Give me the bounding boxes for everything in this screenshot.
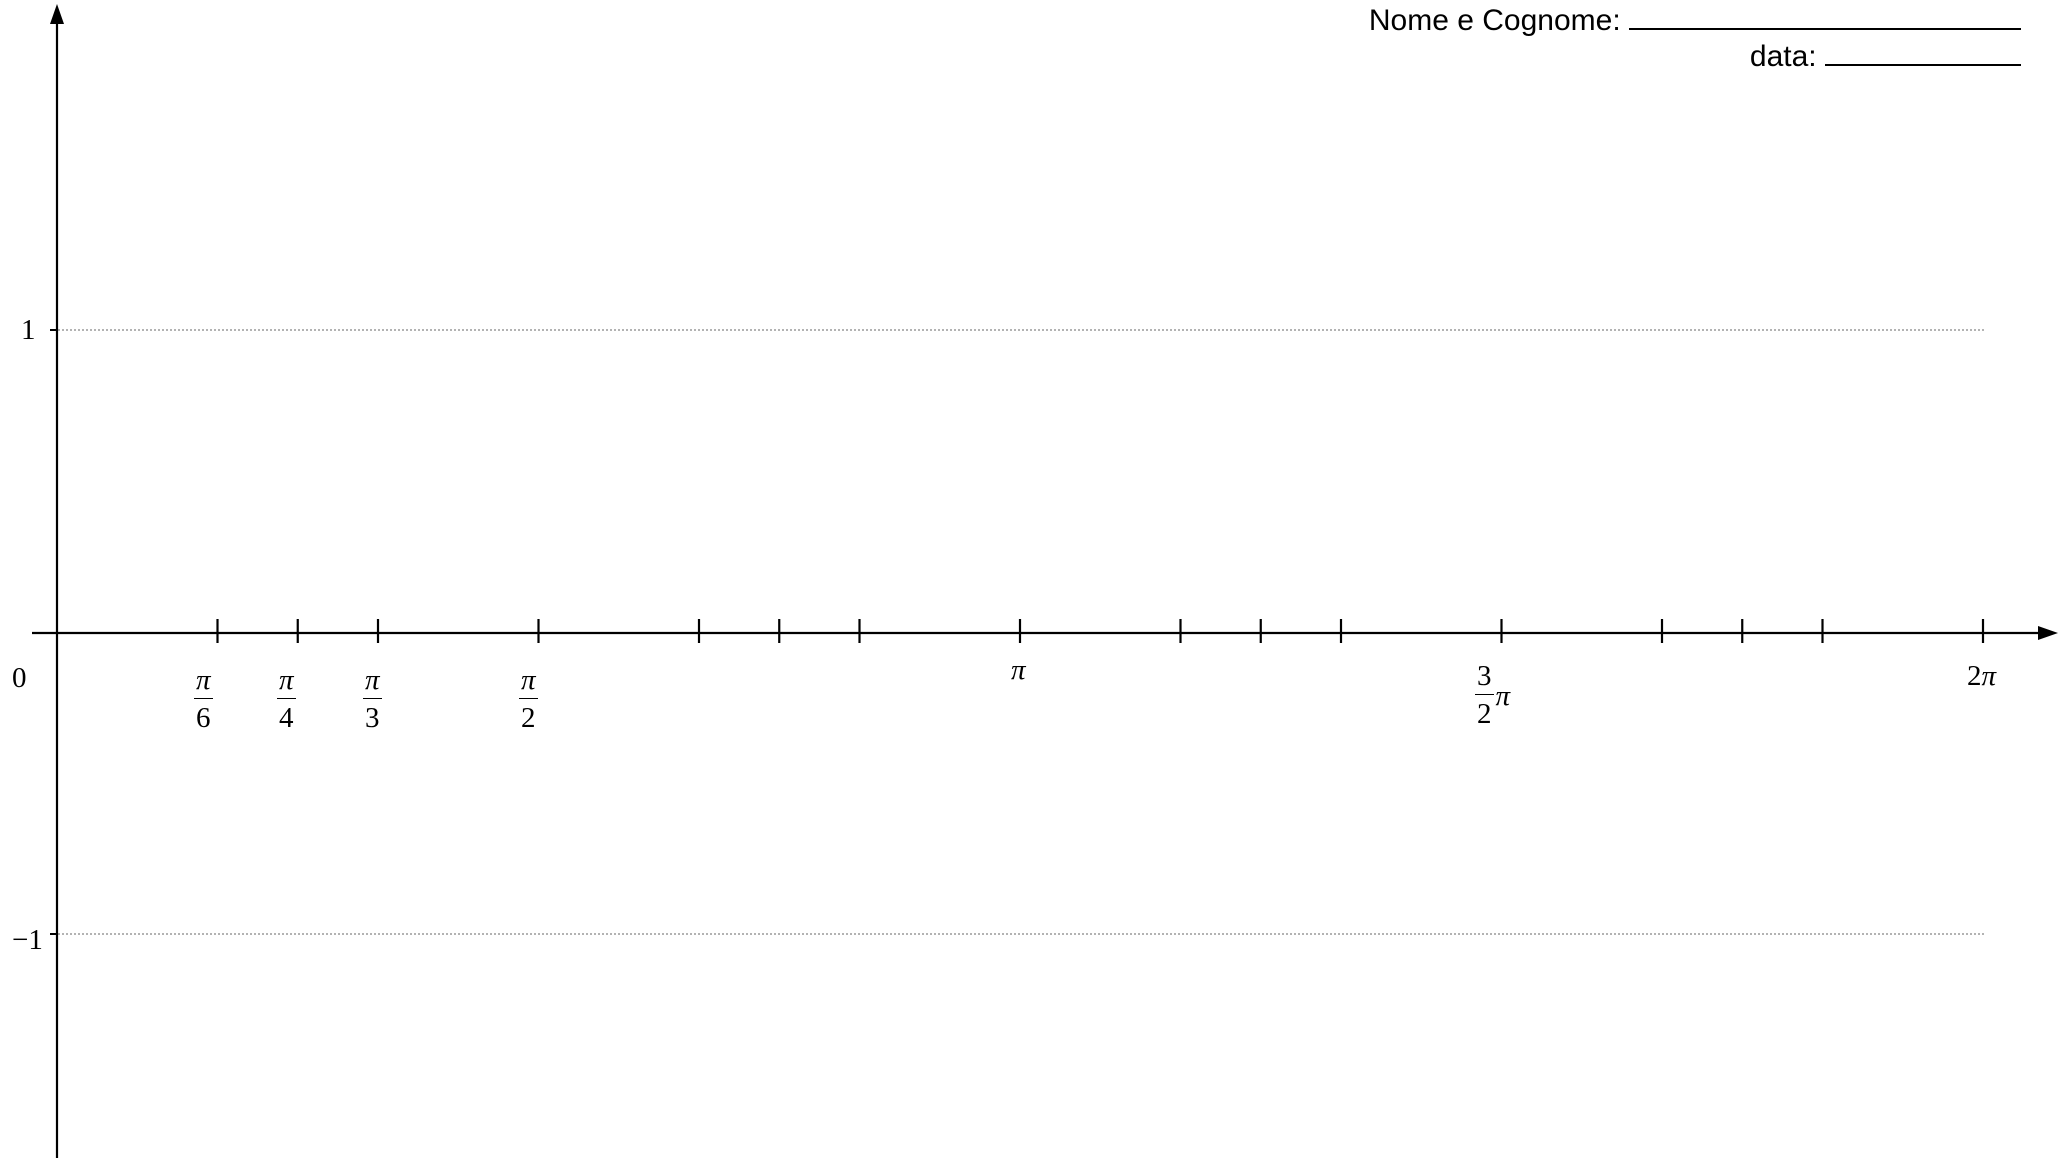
- x-axis-arrow: [2038, 626, 2058, 640]
- x-tick-label-pi-over-3: π 3: [363, 664, 382, 734]
- x-tick-label-pi-over-6: π 6: [194, 664, 213, 734]
- x-tick-label-pi-over-4: π 4: [277, 664, 296, 734]
- date-label: data:: [1749, 40, 1817, 73]
- x-tick-label-two-pi: 2π: [1967, 660, 1997, 692]
- name-blank[interactable]: [1629, 2, 2021, 30]
- date-blank[interactable]: [1825, 38, 2021, 66]
- name-field[interactable]: Nome e Cognome:: [1369, 2, 2021, 36]
- y-tick-label-minus-1: −1: [12, 924, 43, 956]
- name-label: Nome e Cognome:: [1368, 4, 1621, 37]
- x-tick-label-three-halves-pi: 3 2 π: [1475, 660, 1511, 730]
- x-tick-label-pi: π: [1011, 654, 1026, 686]
- origin-label: 0: [12, 662, 27, 694]
- date-field[interactable]: data:: [1750, 38, 2021, 72]
- y-tick-label-1: 1: [21, 314, 36, 346]
- y-axis-arrow: [50, 4, 64, 24]
- x-tick-marks: [216, 619, 1985, 643]
- x-tick-label-pi-over-2: π 2: [519, 664, 538, 734]
